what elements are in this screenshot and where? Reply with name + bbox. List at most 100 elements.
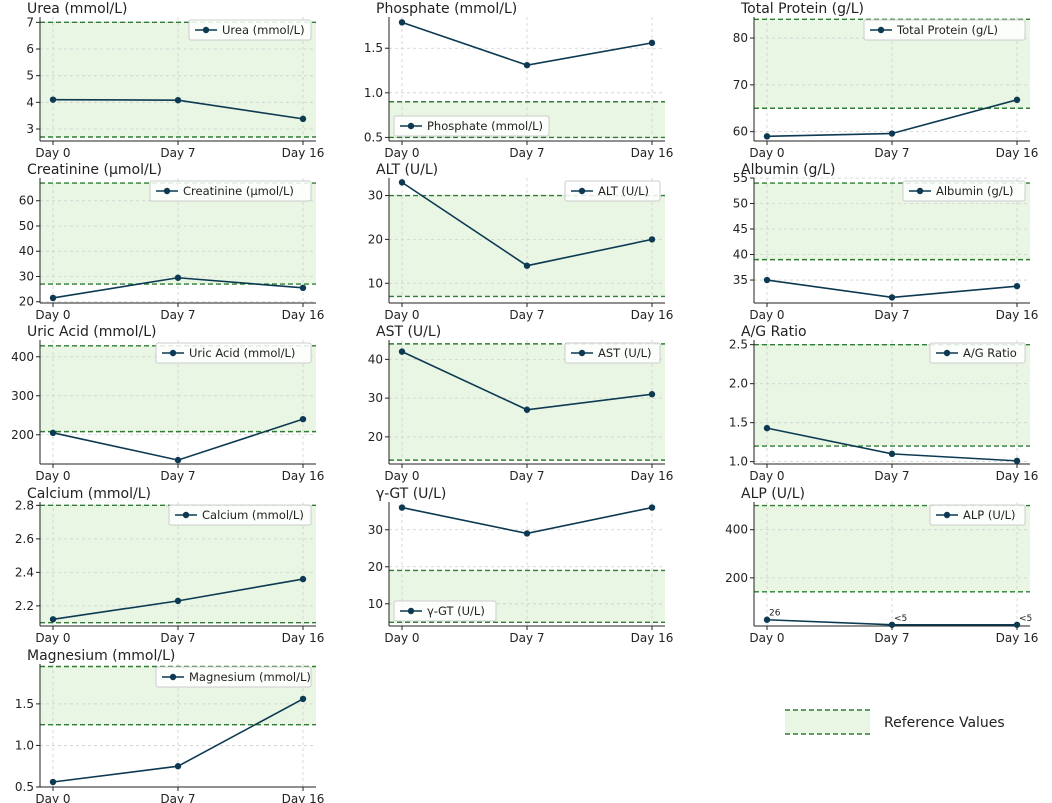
chart-albumin-xtick-label-1: Day 7 bbox=[874, 308, 909, 322]
chart-creatinine-ytick-label-3: 50 bbox=[19, 219, 34, 233]
chart-alp-ytick-label-0: 200 bbox=[725, 571, 748, 585]
chart-calcium-point-2 bbox=[299, 575, 307, 583]
chart-ggt-legend-marker bbox=[407, 607, 415, 615]
chart-total_protein-point-0 bbox=[763, 133, 771, 140]
chart-phosphate-xtick-label-1: Day 7 bbox=[509, 146, 544, 160]
chart-creatinine-xtick-label-1: Day 7 bbox=[160, 308, 195, 322]
chart-total_protein-xtick-label-1: Day 7 bbox=[874, 146, 909, 160]
chart-urea-ytick-label-4: 7 bbox=[26, 15, 34, 29]
chart-albumin-ytick-label-4: 55 bbox=[733, 171, 748, 185]
reference-legend: Reference Values bbox=[785, 709, 1005, 735]
chart-calcium-legend-label: Calcium (mmol/L) bbox=[202, 508, 304, 522]
chart-ggt-point-1 bbox=[523, 530, 531, 537]
chart-urea: 3 4 5 6 7 Day 0 Day 7 Day 16 Urea (mmol/L) Urea (… bbox=[26, 1, 324, 160]
chart-alp-title: ALP (U/L) bbox=[741, 486, 805, 502]
chart-phosphate-xtick-label-2: Day 16 bbox=[631, 146, 674, 160]
chart-calcium: 2.2 2.4 2.6 2.8 Day 0 Day 7 Day 16 Calcium (mmo… bbox=[15, 486, 324, 645]
chart-creatinine: 20 30 40 50 60 Day 0 Day 7 Day 16 Creatinine (µm… bbox=[19, 162, 325, 322]
chart-alt-point-2 bbox=[648, 236, 656, 243]
chart-alp-annotation-0: 26 bbox=[769, 609, 781, 619]
chart-ggt-legend-box bbox=[393, 600, 497, 622]
chart-alt-ytick-label-1: 20 bbox=[368, 232, 383, 246]
chart-total_protein-xtick-label-2: Day 16 bbox=[996, 146, 1039, 160]
chart-creatinine-ytick-label-0: 20 bbox=[19, 295, 34, 309]
chart-alt: 10 20 30 Day 0 Day 7 Day 16 ALT (U/L) ALT (U/L) bbox=[368, 162, 674, 322]
chart-total_protein-legend-marker bbox=[877, 26, 885, 34]
chart-alp-annotation-2: <5 bbox=[1019, 614, 1032, 624]
chart-ggt-point-2 bbox=[648, 504, 656, 511]
chart-uric_acid-ytick-label-1: 300 bbox=[11, 389, 34, 403]
chart-creatinine-point-0 bbox=[49, 294, 57, 302]
chart-ag_ratio-ytick-label-0: 1.0 bbox=[729, 455, 748, 469]
chart-urea-xtick-label-1: Day 7 bbox=[160, 146, 195, 160]
chart-albumin-point-1 bbox=[888, 294, 896, 301]
chart-ast-point-1 bbox=[523, 406, 531, 413]
chart-alp-ytick-label-1: 400 bbox=[725, 523, 748, 537]
chart-calcium-point-1 bbox=[174, 597, 182, 605]
chart-phosphate-title: Phosphate (mmol/L) bbox=[376, 1, 517, 17]
chart-calcium-point-0 bbox=[49, 616, 57, 623]
chart-uric_acid-title: Uric Acid (mmol/L) bbox=[27, 324, 156, 340]
chart-albumin-ytick-label-0: 35 bbox=[733, 273, 748, 287]
chart-magnesium-ytick-label-0: 0.5 bbox=[15, 780, 34, 794]
chart-phosphate-ytick-label-0: 0.5 bbox=[364, 130, 383, 144]
chart-urea-title: Urea (mmol/L) bbox=[27, 1, 128, 17]
chart-calcium-legend-marker bbox=[182, 511, 190, 519]
chart-ast-ytick-label-2: 40 bbox=[368, 352, 383, 366]
chart-total_protein-ytick-label-2: 80 bbox=[733, 31, 748, 45]
chart-urea-ytick-label-3: 6 bbox=[26, 42, 34, 56]
chart-ggt-xtick-label-0: Day 0 bbox=[384, 631, 419, 645]
chart-uric_acid-legend-marker bbox=[169, 349, 177, 357]
chart-creatinine-ytick-label-4: 60 bbox=[19, 194, 34, 208]
chart-ggt: 10 20 30 Day 0 Day 7 Day 16 γ-GT (U/L) γ-GT (U/… bbox=[368, 486, 674, 645]
chart-alt-ytick-label-2: 30 bbox=[368, 189, 383, 203]
chart-uric_acid-legend-label: Uric Acid (mmol/L) bbox=[189, 346, 295, 360]
chart-albumin-xtick-label-2: Day 16 bbox=[996, 308, 1039, 322]
chart-albumin-legend-label: Albumin (g/L) bbox=[936, 184, 1014, 198]
chart-magnesium-point-0 bbox=[49, 778, 57, 786]
chart-ag_ratio-legend: A/G Ratio bbox=[929, 342, 1026, 364]
reference-legend-label: Reference Values bbox=[884, 715, 1005, 731]
chart-urea-legend-box bbox=[188, 19, 312, 41]
chart-alt-legend-box bbox=[564, 180, 661, 202]
chart-total_protein-legend-label: Total Protein (g/L) bbox=[896, 23, 998, 37]
reference-legend-swatch bbox=[785, 710, 870, 734]
chart-ast-point-2 bbox=[648, 391, 656, 398]
chart-creatinine-legend-label: Creatinine (µmol/L) bbox=[183, 184, 294, 198]
chart-calcium-ytick-label-1: 2.4 bbox=[15, 565, 34, 579]
chart-magnesium-xtick-label-1: Day 7 bbox=[160, 792, 195, 803]
chart-alp: 200 400 Day 0 Day 7 Day 16 ALP (U/L) 26 <5 <5 ALP… bbox=[725, 486, 1038, 645]
chart-ggt-title: γ-GT (U/L) bbox=[376, 486, 446, 502]
chart-magnesium-legend: Magnesium (mmol/L) bbox=[155, 666, 312, 688]
chart-alp-legend: ALP (U/L) bbox=[929, 504, 1026, 526]
chart-albumin-ytick-label-2: 45 bbox=[733, 222, 748, 236]
chart-urea-legend-marker bbox=[202, 26, 210, 34]
chart-calcium-xtick-label-1: Day 7 bbox=[160, 631, 195, 645]
chart-alt-legend-marker bbox=[578, 187, 586, 195]
chart-alp-annotation-1: <5 bbox=[894, 614, 907, 624]
chart-albumin-point-0 bbox=[763, 276, 771, 284]
chart-total_protein-point-1 bbox=[888, 130, 896, 137]
chart-ast: 20 30 40 Day 0 Day 7 Day 16 AST (U/L) AST (U/L) bbox=[368, 324, 674, 483]
chart-ast-legend: AST (U/L) bbox=[564, 342, 661, 364]
chart-ggt-legend: γ-GT (U/L) bbox=[393, 600, 497, 622]
chart-ggt-xtick-label-1: Day 7 bbox=[509, 631, 544, 645]
chart-calcium-title: Calcium (mmol/L) bbox=[27, 486, 151, 502]
chart-ast-point-0 bbox=[398, 348, 406, 355]
chart-ag_ratio-legend-box bbox=[929, 342, 1026, 364]
chart-ast-legend-marker bbox=[578, 349, 586, 357]
chart-creatinine-point-1 bbox=[174, 274, 182, 281]
chart-albumin-legend-box bbox=[902, 180, 1026, 202]
chart-creatinine-ytick-label-1: 30 bbox=[19, 269, 34, 283]
chart-uric_acid-xtick-label-1: Day 7 bbox=[160, 469, 195, 483]
chart-urea-ytick-label-1: 4 bbox=[26, 95, 34, 109]
chart-albumin-title: Albumin (g/L) bbox=[741, 162, 835, 178]
chart-ag_ratio-title: A/G Ratio bbox=[741, 324, 807, 340]
chart-calcium-ytick-label-3: 2.8 bbox=[15, 498, 34, 512]
chart-ggt-point-0 bbox=[398, 504, 406, 511]
chart-alp-point-2 bbox=[1013, 621, 1021, 628]
chart-alp-legend-marker bbox=[943, 511, 951, 519]
chart-creatinine-ytick-label-2: 40 bbox=[19, 244, 34, 258]
chart-albumin: 35 40 45 50 55 Day 0 Day 7 Day 16 Albumin (g/L) A… bbox=[733, 162, 1039, 322]
chart-uric_acid-legend: Uric Acid (mmol/L) bbox=[155, 342, 312, 364]
